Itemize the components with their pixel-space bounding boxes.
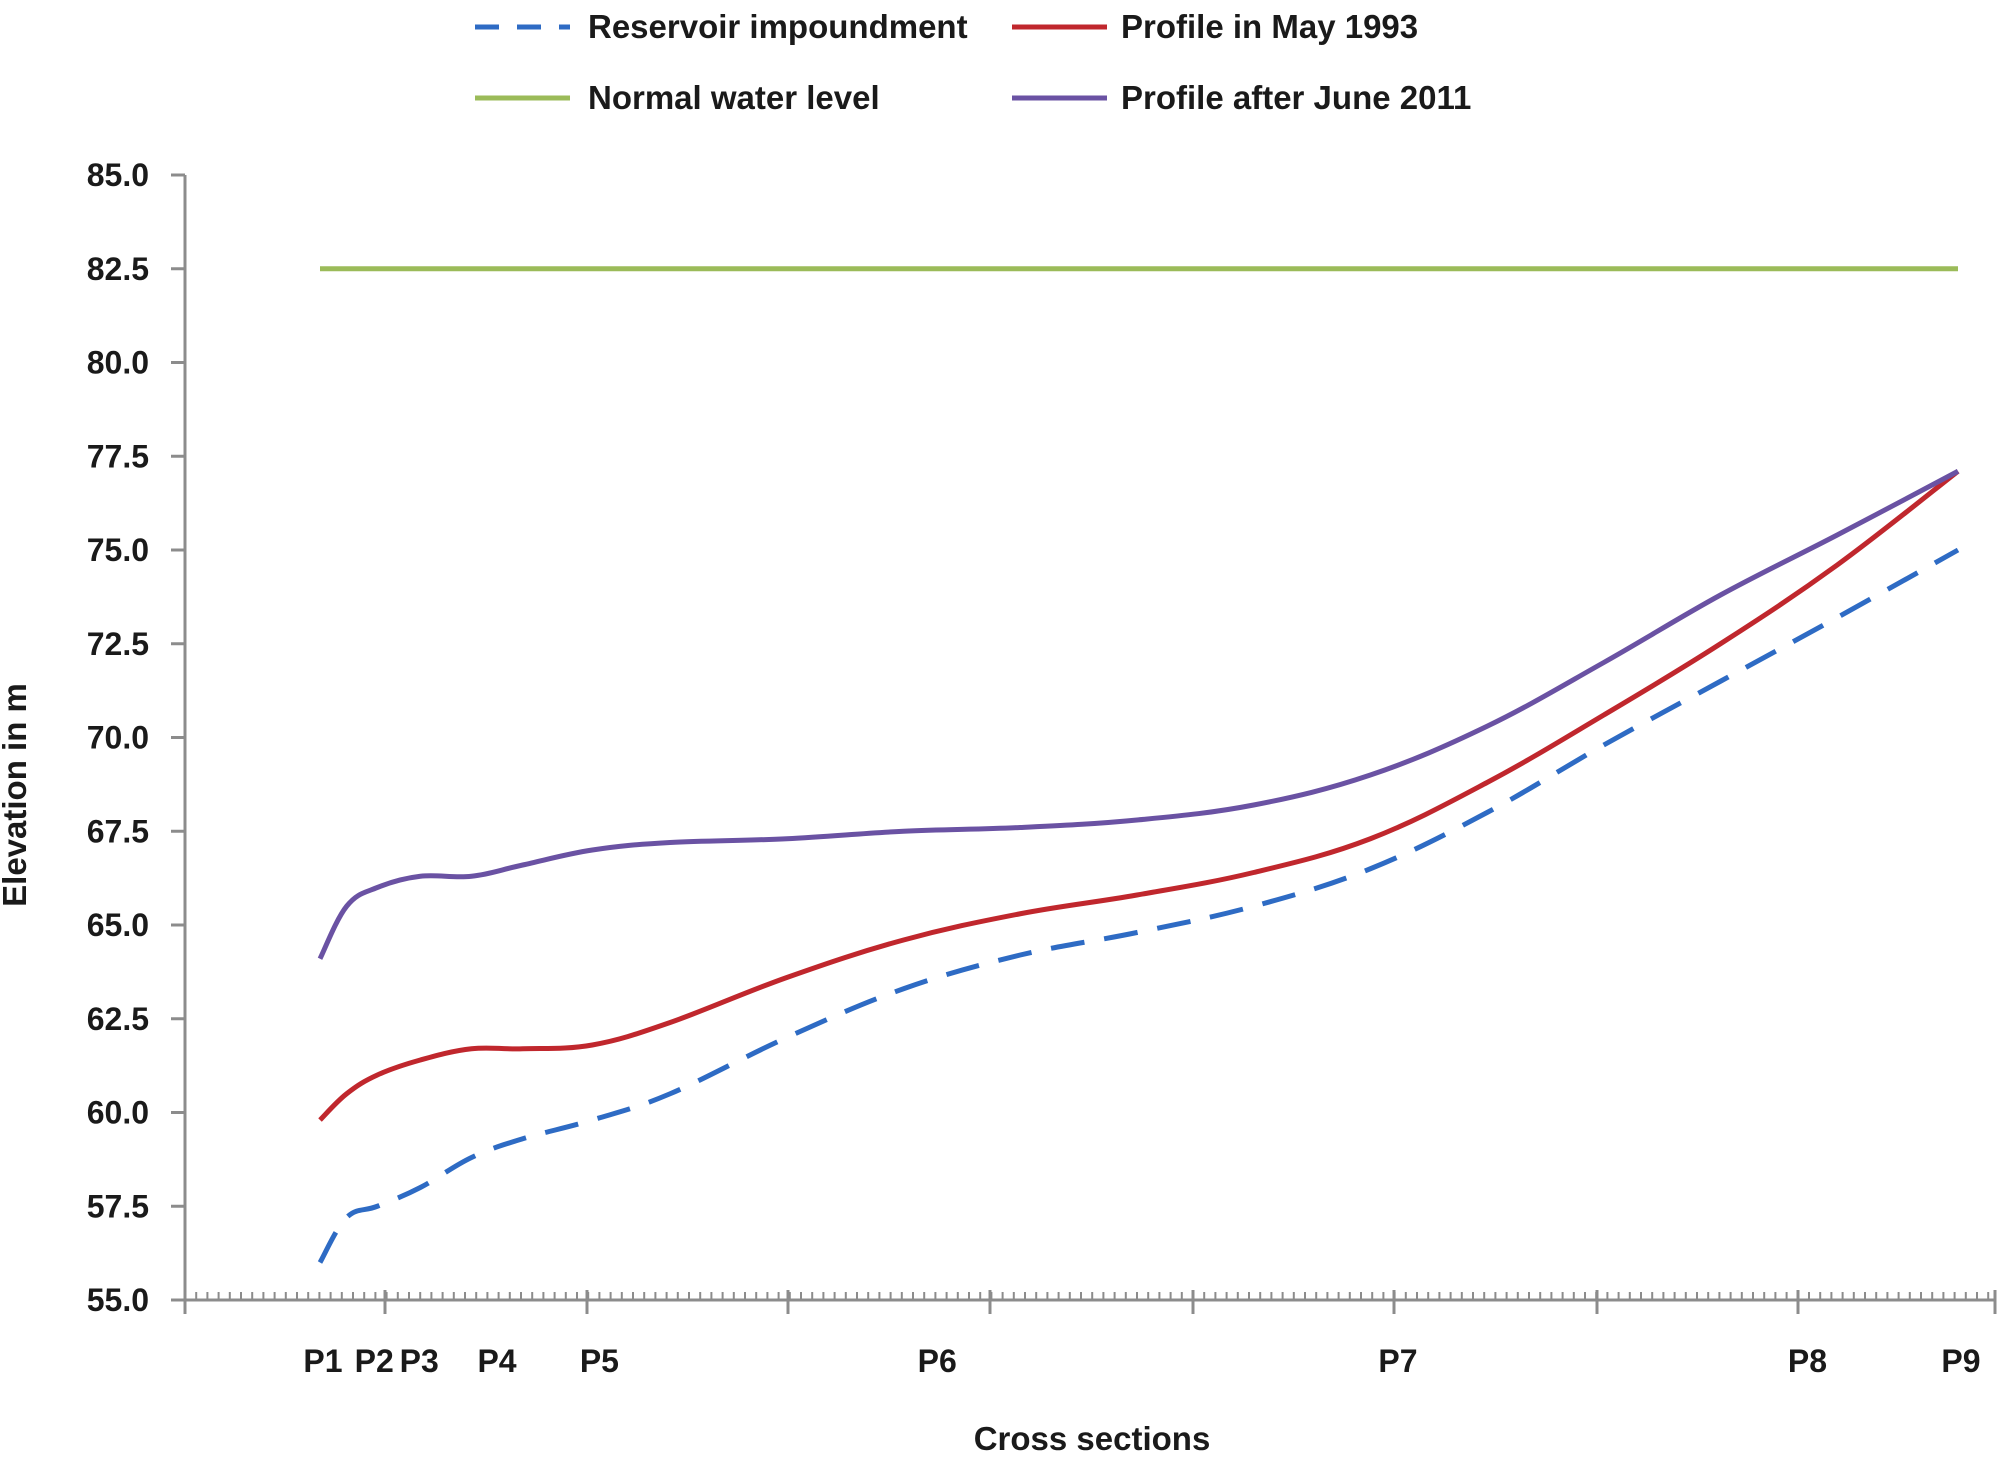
series-group [317, 266, 1960, 1264]
x-tick-label: P9 [1941, 1343, 1980, 1379]
series-line-reservoir-impoundment [317, 547, 1960, 1264]
series-line-profile-in-may-1993 [318, 469, 1960, 1122]
y-tick-label: 55.0 [87, 1282, 149, 1318]
x-tick-label: P6 [918, 1343, 957, 1379]
x-tick-label: P3 [400, 1343, 439, 1379]
y-tick-label: 75.0 [87, 532, 149, 568]
series-line-profile-after-june-2011 [317, 469, 1960, 960]
x-tick-label: P7 [1378, 1343, 1417, 1379]
legend-item-profile-in-may-1993: Profile in May 1993 [1012, 8, 1418, 45]
y-tick-label: 60.0 [87, 1095, 149, 1131]
y-axis: 55.0 57.5 60.0 62.5 65.0 67.5 70.0 72.5 75.0 77.5… [87, 157, 187, 1318]
legend-label: Profile in May 1993 [1121, 8, 1418, 45]
x-tick-label: P1 [303, 1343, 342, 1379]
y-tick-label: 70.0 [87, 720, 149, 756]
x-tick-label: P4 [477, 1343, 516, 1379]
y-tick-label: 77.5 [87, 438, 149, 474]
y-tick-label: 72.5 [87, 626, 149, 662]
x-tick-label: P8 [1788, 1343, 1827, 1379]
y-tick-label: 57.5 [87, 1188, 149, 1224]
legend: Reservoir impoundment Profile in May 1993… [475, 8, 1471, 116]
legend-item-reservoir-impoundment: Reservoir impoundment [475, 8, 968, 45]
x-tick-label: P2 [355, 1343, 394, 1379]
y-tick-label: 62.5 [87, 1001, 149, 1037]
legend-label: Normal water level [588, 79, 880, 116]
legend-item-normal-water-level: Normal water level [475, 79, 880, 116]
legend-item-profile-after-june-2011: Profile after June 2011 [1012, 79, 1471, 116]
x-tick-label: P5 [580, 1343, 619, 1379]
y-tick-label: 65.0 [87, 907, 149, 943]
y-tick-label: 82.5 [87, 251, 149, 287]
y-tick-label: 80.0 [87, 345, 149, 381]
y-tick-label: 85.0 [87, 157, 149, 193]
legend-label: Reservoir impoundment [588, 8, 968, 45]
legend-label: Profile after June 2011 [1121, 79, 1471, 116]
x-axis-title: Cross sections [974, 1420, 1211, 1457]
y-tick-label: 67.5 [87, 813, 149, 849]
x-axis: P1 P2 P3 P4 P5 P6 P7 P8 P9 [183, 1290, 1997, 1379]
y-axis-title: Elevation in m [0, 683, 33, 907]
